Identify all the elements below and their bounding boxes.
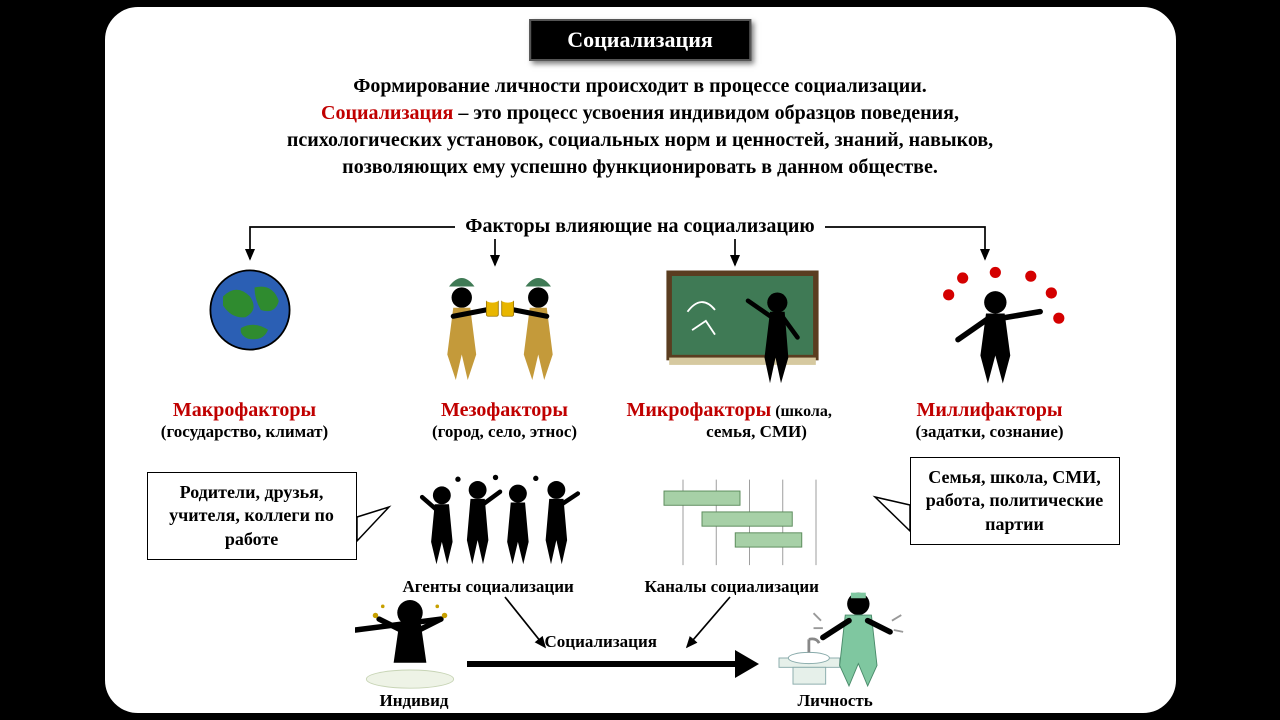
globe-icon [205,265,295,360]
speech-right: Семья, школа, СМИ, работа, политические … [910,457,1120,545]
speech-right-tail [865,505,925,565]
factor-milli-desc: (задатки, сознание) [885,422,1095,442]
individ-icon [355,590,465,695]
factor-milli-name: Миллифакторы [885,399,1095,422]
factor-macro: Макрофакторы (государство, климат) [145,399,345,442]
factor-micro-desc-2: семья, СМИ) [627,422,887,442]
speech-left: Родители, друзья, учителя, коллеги по ра… [147,472,357,560]
arrow-label: Социализация [545,632,657,652]
factor-macro-name: Макрофакторы [145,399,345,422]
channels-icon [645,470,835,575]
factor-micro: Микрофакторы (школа, семья, СМИ) [627,399,887,442]
classroom-icon [660,263,825,393]
factor-micro-name: Микрофакторы [627,399,772,421]
individ-label: Индивид [380,691,449,711]
factor-mezo: Мезофакторы (город, село, этнос) [405,399,605,442]
factor-macro-desc: (государство, климат) [145,422,345,442]
socialization-arrow [467,661,737,667]
factor-milli: Миллифакторы (задатки, сознание) [885,399,1095,442]
personality-label: Личность [798,691,873,711]
factor-mezo-desc: (город, село, этнос) [405,422,605,442]
agents-icon [415,467,585,577]
personality-icon [765,582,905,697]
diagram-frame: Социализация Формирование личности проис… [103,5,1178,715]
people-cheers-icon [415,269,585,394]
speech-left-tail [357,517,417,577]
factor-micro-desc-1: (школа, [775,403,832,420]
juggler-icon [930,265,1070,395]
factor-mezo-name: Мезофакторы [405,399,605,422]
